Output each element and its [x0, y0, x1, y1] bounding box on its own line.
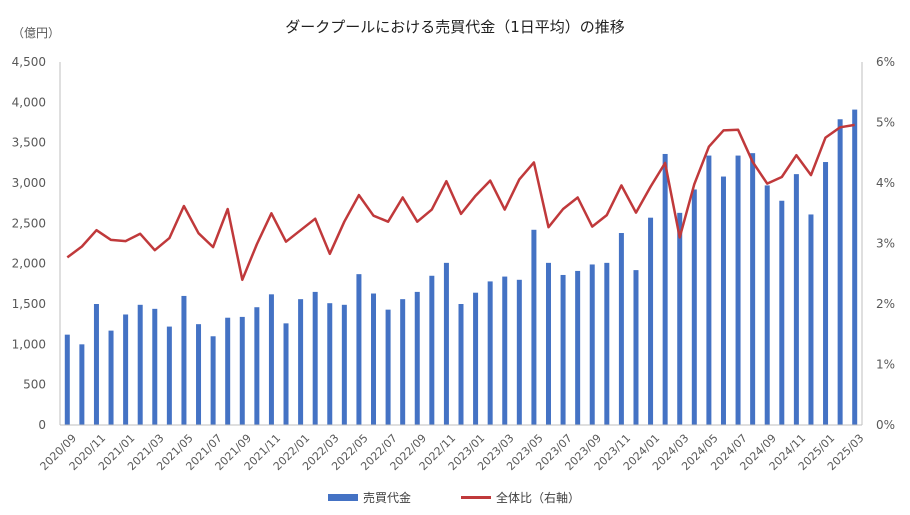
- bar: [823, 162, 829, 425]
- bar: [196, 324, 202, 425]
- right-axis-tick-label: 2%: [876, 297, 895, 311]
- axes-layer: 0 500 1,000 1,500 2,000 2,500 3,000 3,500 4,000 4…: [12, 55, 895, 473]
- left-axis-unit-label: （億円）: [12, 26, 61, 40]
- bar: [225, 317, 231, 425]
- bar: [79, 344, 85, 425]
- right-axis-tick-label: 5%: [876, 116, 895, 130]
- bar: [779, 200, 785, 425]
- bar: [137, 304, 143, 425]
- bar: [166, 326, 172, 425]
- left-axis-tick-label: 4,000: [12, 95, 46, 109]
- bar: [356, 274, 362, 425]
- bar: [604, 262, 610, 425]
- left-axis-tick-label: 1,000: [12, 337, 46, 351]
- bar: [735, 155, 741, 425]
- left-axis-tick-label: 1,500: [12, 297, 46, 311]
- series-line: [66, 123, 855, 282]
- bar: [64, 334, 70, 425]
- bar: [531, 229, 537, 425]
- right-axis-tick-label: 0%: [876, 418, 895, 432]
- bar: [312, 291, 318, 425]
- bar: [720, 176, 726, 425]
- bar: [560, 274, 566, 425]
- left-axis-tick-label: 4,500: [12, 55, 46, 69]
- bar: [371, 293, 377, 425]
- right-axis-tick-label: 3%: [876, 237, 895, 251]
- bar: [152, 308, 158, 425]
- legend-item-bar: 売買代金: [328, 489, 411, 506]
- legend: 売買代金 全体比（右軸）: [0, 489, 910, 509]
- bar: [764, 185, 770, 425]
- legend-line-swatch: [461, 496, 491, 499]
- legend-item-line: 全体比（右軸）: [461, 489, 580, 506]
- line-layer: [66, 123, 855, 282]
- chart-plot: 0 500 1,000 1,500 2,000 2,500 3,000 3,500 4,000 4…: [12, 55, 895, 473]
- left-axis-tick-label: 2,000: [12, 257, 46, 271]
- bar: [691, 189, 697, 425]
- bar: [239, 316, 245, 425]
- bar: [516, 279, 522, 425]
- bars-layer: [64, 109, 858, 426]
- bar: [808, 214, 814, 425]
- bar: [210, 336, 216, 425]
- left-axis-tick-label: 500: [23, 378, 46, 392]
- legend-label-bar: 売買代金: [363, 491, 412, 505]
- left-axis-tick-label: 3,000: [12, 176, 46, 190]
- bar: [662, 153, 668, 425]
- bar: [108, 330, 114, 425]
- legend-bar-swatch: [328, 494, 358, 501]
- bar: [298, 299, 304, 425]
- bar: [545, 262, 551, 425]
- right-axis-tick-label: 1%: [876, 358, 895, 372]
- chart-title: ダークプールにおける売買代金（1日平均）の推移: [285, 18, 625, 36]
- legend-label-line: 全体比（右軸）: [496, 491, 581, 505]
- bar: [414, 291, 420, 425]
- bar: [93, 304, 99, 425]
- bar: [706, 155, 712, 425]
- bar: [589, 264, 595, 425]
- right-axis-tick-label: 6%: [876, 55, 895, 69]
- bar: [181, 295, 187, 425]
- bar: [458, 304, 464, 425]
- bar: [400, 299, 406, 425]
- right-axis-tick-label: 4%: [876, 176, 895, 190]
- bar: [254, 307, 260, 425]
- left-axis-tick-label: 0: [38, 418, 46, 432]
- bar: [633, 270, 639, 425]
- bar: [429, 275, 435, 425]
- bar: [385, 309, 391, 425]
- bar: [341, 304, 347, 425]
- left-axis-tick-label: 3,500: [12, 136, 46, 150]
- bar: [852, 109, 858, 426]
- bar: [283, 323, 289, 425]
- bar: [750, 153, 756, 426]
- bar: [487, 281, 493, 425]
- bar: [123, 314, 129, 425]
- bar: [793, 174, 799, 425]
- bar: [327, 303, 333, 425]
- bar: [575, 270, 581, 425]
- left-axis-tick-label: 2,500: [12, 216, 46, 230]
- bar: [473, 292, 479, 425]
- bar: [677, 212, 683, 425]
- bar: [837, 119, 843, 426]
- bar: [618, 233, 624, 425]
- bar: [502, 276, 508, 425]
- bar: [268, 294, 274, 425]
- bar: [648, 217, 654, 425]
- bar: [443, 262, 449, 425]
